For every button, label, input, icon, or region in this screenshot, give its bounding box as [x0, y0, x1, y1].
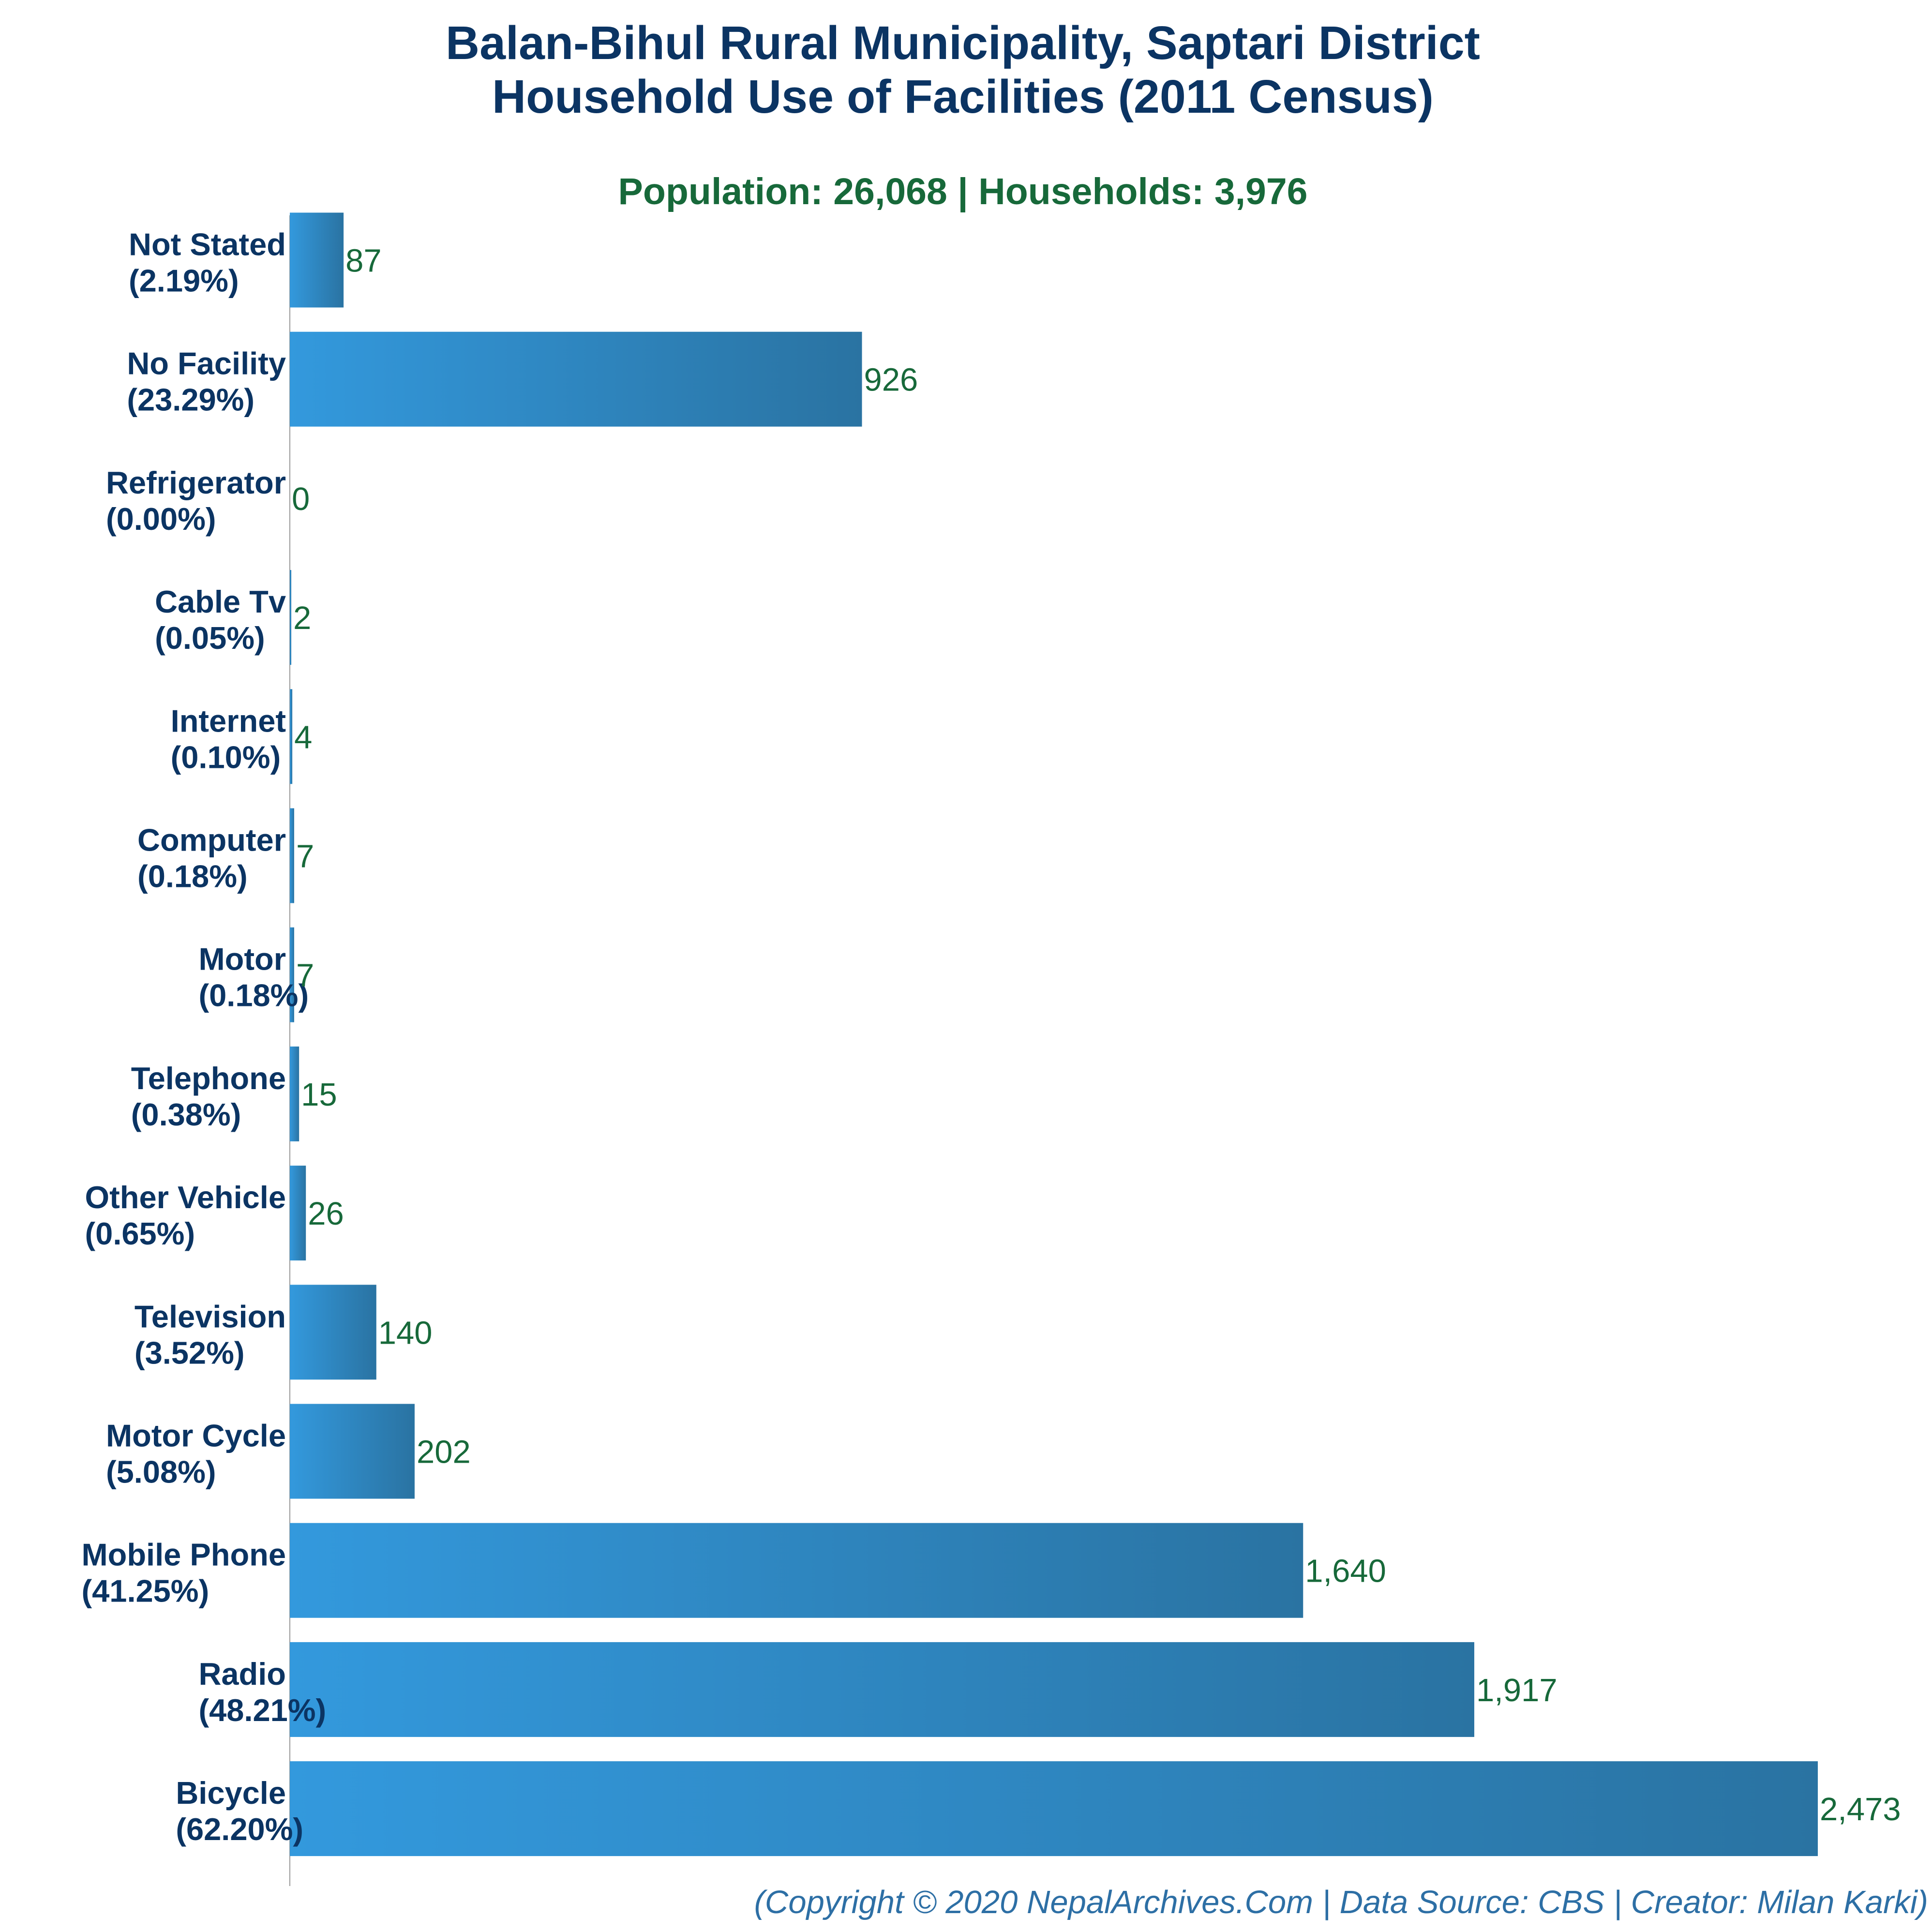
value-label-motor: 7 [296, 958, 314, 994]
value-label-computer: 7 [296, 839, 314, 875]
value-label-motor-cycle: 202 [417, 1434, 471, 1470]
category-percent-motor: (0.18%) [199, 978, 309, 1013]
category-percent-mobile-phone: (41.25%) [82, 1573, 210, 1609]
category-label-motor: Motor [199, 942, 286, 977]
bar-motor-cycle [290, 1404, 415, 1499]
category-label-other-vehicle: Other Vehicle [85, 1180, 286, 1215]
category-percent-telephone: (0.38%) [131, 1097, 241, 1132]
category-percent-refrigerator: (0.00%) [106, 501, 216, 537]
category-percent-bicycle: (62.20%) [176, 1812, 303, 1847]
value-label-bicycle: 2,473 [1820, 1791, 1901, 1827]
category-label-bicycle: Bicycle [176, 1775, 286, 1811]
value-label-cable-tv: 2 [293, 600, 311, 636]
bar-computer [290, 808, 294, 903]
bar-internet [290, 689, 293, 784]
bar-not-stated [290, 212, 344, 308]
category-percent-internet: (0.10%) [171, 739, 281, 775]
category-percent-no-facility: (23.29%) [127, 382, 255, 418]
value-labels-group: 87 926 0 2 4 7 7 15 26 140 202 1,640 1,917 2,473 [292, 243, 1901, 1828]
bar-telephone [290, 1046, 300, 1141]
value-label-television: 140 [378, 1315, 433, 1351]
bar-cable-tv [290, 570, 291, 665]
category-percent-computer: (0.18%) [137, 859, 248, 894]
category-percent-motor-cycle: (5.08%) [106, 1454, 216, 1490]
chart-title-line2: Household Use of Facilities (2011 Census… [492, 70, 1434, 123]
value-label-radio: 1,917 [1476, 1672, 1558, 1708]
category-percent-other-vehicle: (0.65%) [85, 1216, 195, 1251]
value-label-internet: 4 [294, 719, 312, 755]
bar-mobile-phone [290, 1523, 1303, 1618]
bar-television [290, 1285, 376, 1380]
category-label-radio: Radio [198, 1656, 286, 1692]
category-label-not-stated: Not Stated [129, 227, 286, 262]
bar-no-facility [290, 331, 862, 427]
category-label-telephone: Telephone [131, 1061, 286, 1096]
category-label-mobile-phone: Mobile Phone [82, 1537, 286, 1573]
category-percent-radio: (48.21%) [198, 1692, 326, 1728]
value-label-other-vehicle: 26 [308, 1196, 344, 1232]
bar-radio [290, 1642, 1474, 1737]
category-label-internet: Internet [171, 703, 286, 738]
category-label-computer: Computer [137, 823, 286, 858]
category-label-motor-cycle: Motor Cycle [106, 1418, 286, 1453]
value-label-mobile-phone: 1,640 [1305, 1553, 1386, 1589]
category-labels-group: Not Stated(2.19%) No Facility(23.29%) Refr… [82, 227, 327, 1847]
bar-bicycle [290, 1761, 1818, 1857]
value-label-refrigerator: 0 [292, 481, 310, 517]
chart-title: Balan-Bihul Rural Municipality, Saptari … [446, 16, 1480, 69]
category-percent-television: (3.52%) [135, 1335, 245, 1370]
value-label-not-stated: 87 [345, 243, 382, 279]
category-percent-not-stated: (2.19%) [129, 263, 239, 299]
chart-footer: (Copyright © 2020 NepalArchives.Com | Da… [754, 1884, 1928, 1921]
bar-motor [290, 927, 294, 1022]
category-label-cable-tv: Cable Tv [155, 584, 286, 619]
chart-subtitle: Population: 26,068 | Households: 3,976 [618, 171, 1307, 212]
category-label-television: Television [135, 1299, 286, 1334]
value-label-no-facility: 926 [864, 362, 918, 398]
value-label-telephone: 15 [301, 1077, 337, 1113]
category-percent-cable-tv: (0.05%) [155, 620, 265, 656]
bar-other-vehicle [290, 1166, 306, 1261]
category-label-no-facility: No Facility [127, 346, 286, 381]
category-label-refrigerator: Refrigerator [106, 465, 286, 500]
bars-group [290, 212, 1818, 1857]
